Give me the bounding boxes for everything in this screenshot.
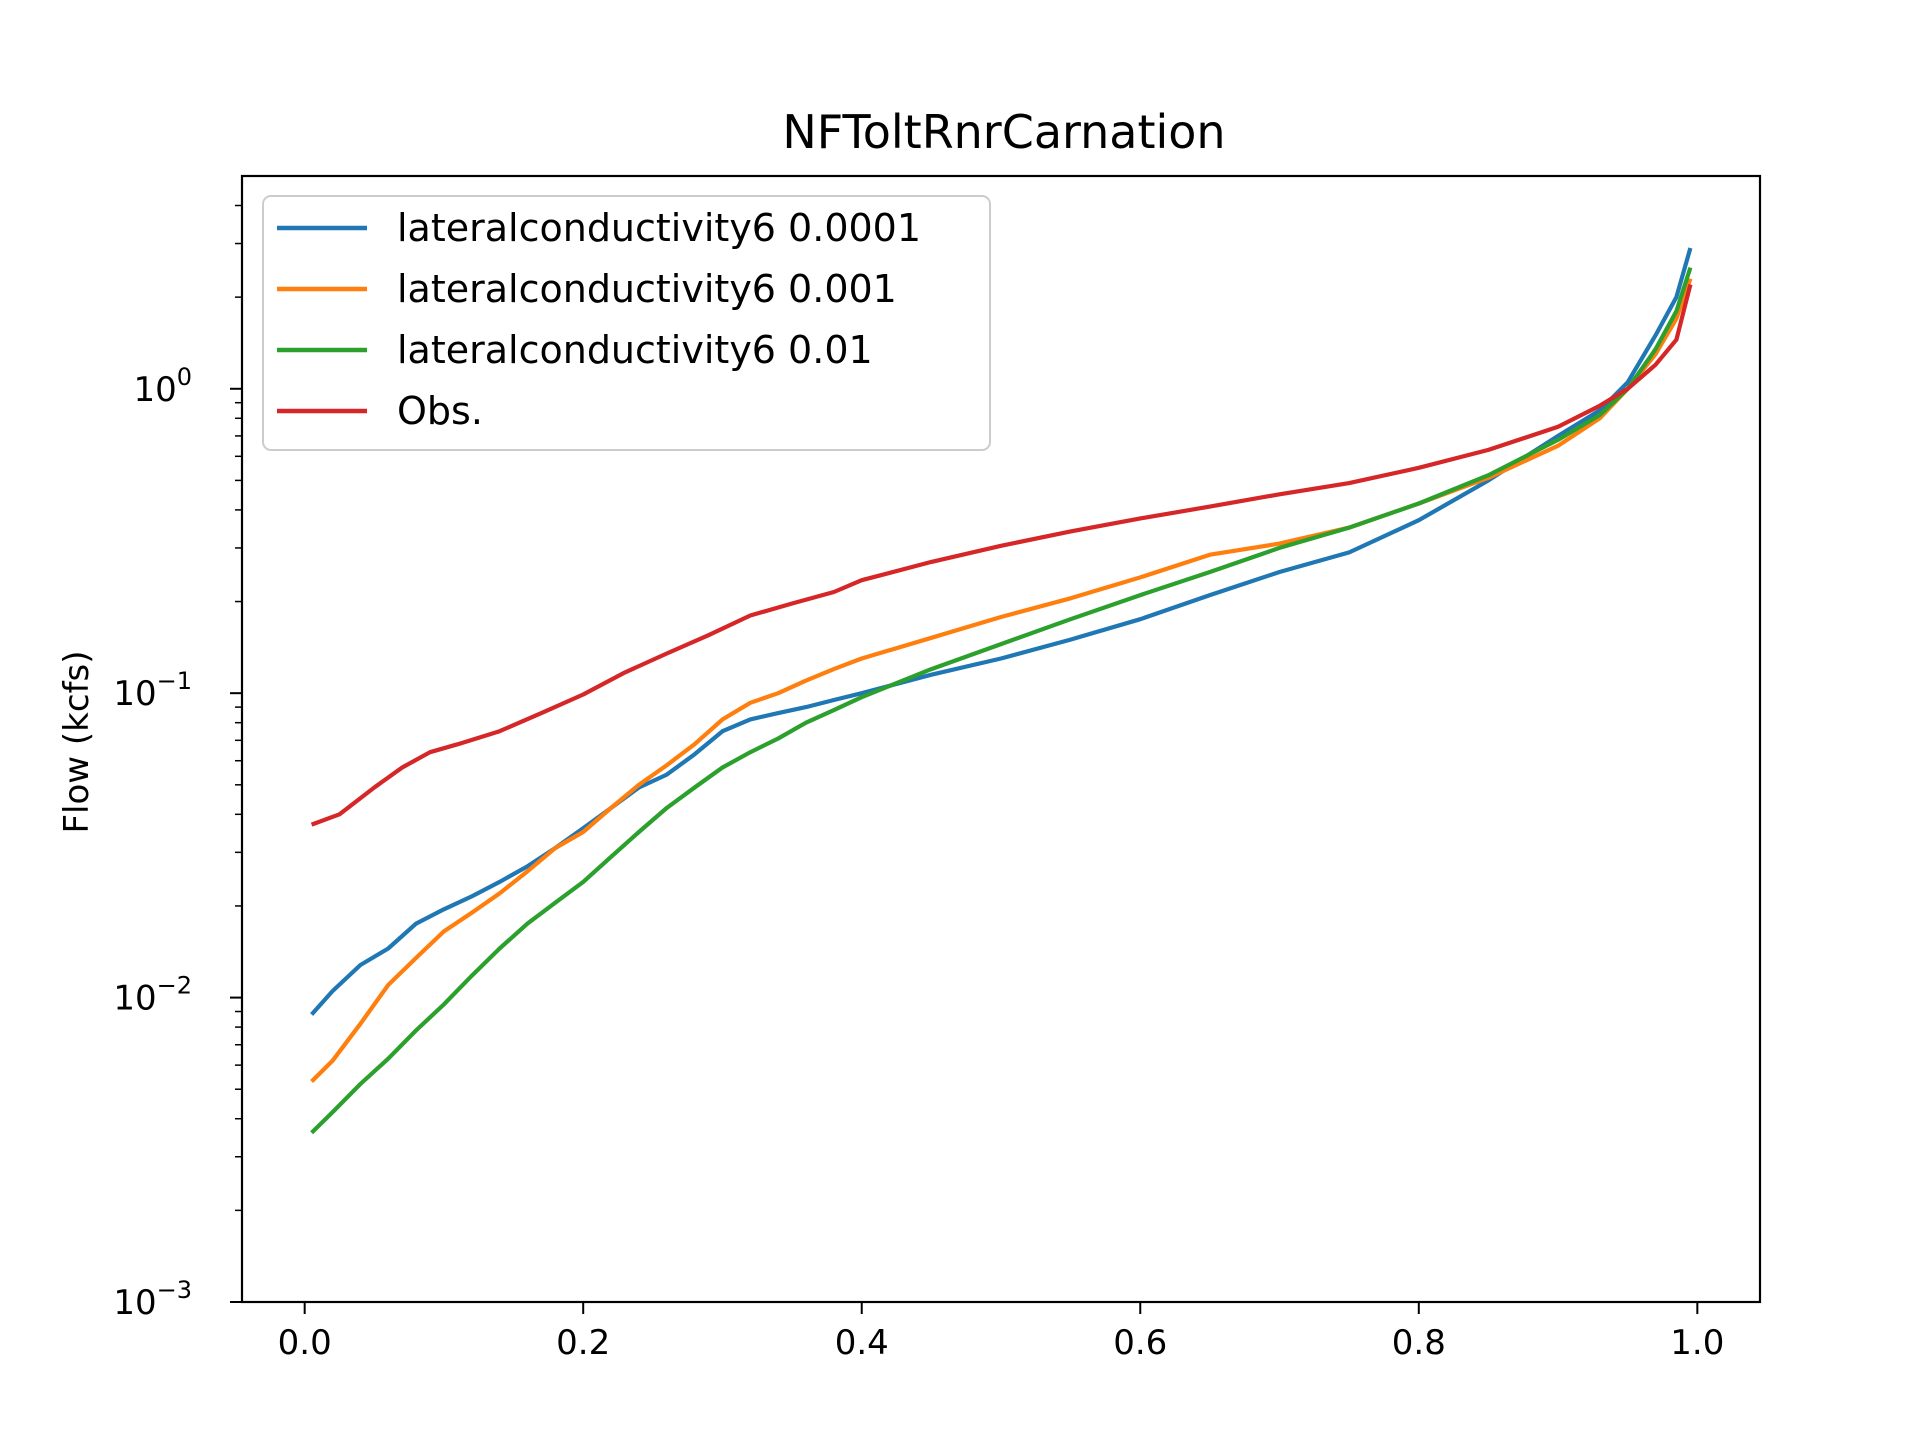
x-tick-label: 0.8 xyxy=(1392,1323,1446,1363)
legend-label-4: Obs. xyxy=(397,389,483,433)
legend-label-3: lateralconductivity6 0.01 xyxy=(397,328,873,372)
x-tick-label: 1.0 xyxy=(1670,1323,1724,1363)
y-axis-label: Flow (kcfs) xyxy=(57,650,97,833)
series-line-4 xyxy=(310,283,1693,827)
chart-title: NFToltRnrCarnation xyxy=(782,105,1225,159)
x-tick-label: 0.6 xyxy=(1113,1323,1167,1363)
legend-label-2: lateralconductivity6 0.001 xyxy=(397,267,897,311)
x-tick-label: 0.4 xyxy=(835,1323,889,1363)
y-tick-label: 10−3 xyxy=(113,1276,192,1323)
series-line-3 xyxy=(310,266,1693,1135)
legend-box xyxy=(262,195,991,451)
plot-frame xyxy=(240,174,1762,1304)
x-tick-label: 0.0 xyxy=(278,1323,332,1363)
legend-label-1: lateralconductivity6 0.0001 xyxy=(397,206,921,250)
legend: lateralconductivity6 0.0001 lateralconduc… xyxy=(262,195,991,451)
x-tick-label: 0.2 xyxy=(556,1323,610,1363)
series-line-2 xyxy=(310,278,1693,1083)
x-axis: 0.0 0.2 0.4 0.6 0.8 1.0 xyxy=(278,1302,1724,1363)
